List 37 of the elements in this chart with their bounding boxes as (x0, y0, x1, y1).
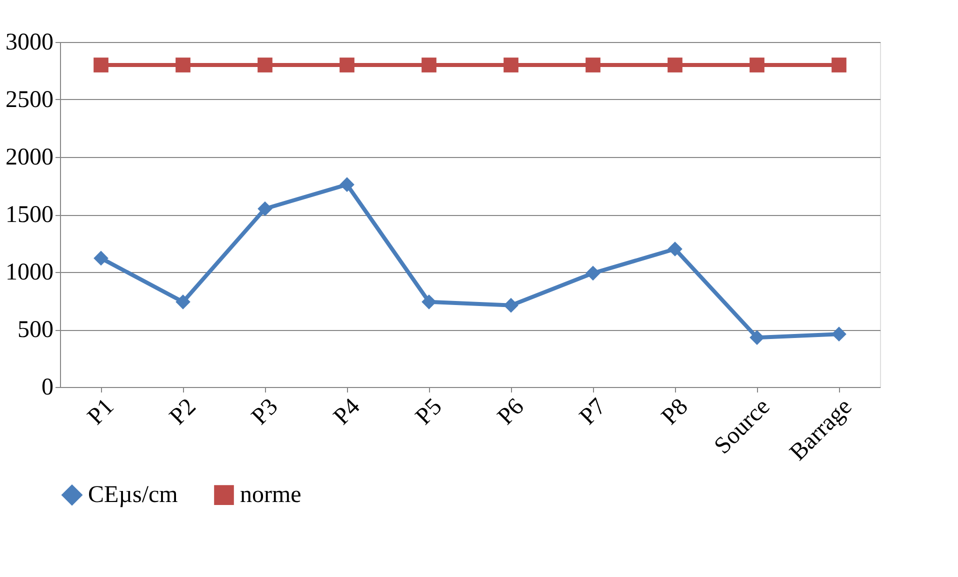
legend-label: CEµs/cm (88, 482, 178, 508)
point (586, 266, 600, 281)
x-tick-label: P6 (492, 394, 530, 430)
point (94, 58, 108, 72)
point (258, 58, 272, 72)
y-tick-label: 3000 (6, 30, 54, 56)
point (750, 330, 764, 345)
x-tick-label: P5 (410, 394, 448, 430)
legend-label: norme (240, 482, 302, 508)
x-tick-label: P7 (574, 394, 612, 430)
y-tick-label: 1500 (6, 202, 54, 228)
point (504, 298, 518, 313)
point (750, 58, 764, 72)
x-tick-label: P4 (328, 394, 366, 430)
y-tick-label: 2500 (6, 87, 54, 113)
point (340, 177, 354, 192)
point (832, 58, 846, 72)
point (668, 58, 682, 72)
x-tick-label: P8 (656, 394, 694, 430)
y-tick-label: 2000 (6, 144, 54, 170)
point (176, 294, 190, 310)
point (586, 58, 600, 72)
point (668, 242, 682, 256)
point (832, 326, 846, 342)
point (176, 58, 190, 72)
point (422, 58, 436, 72)
x-tick-label: P2 (164, 394, 202, 430)
y-tick-label: 500 (18, 317, 54, 343)
point (504, 58, 518, 72)
x-tick-label: P3 (246, 394, 284, 430)
point (422, 294, 436, 310)
y-tick-label: 0 (42, 374, 54, 400)
point (258, 201, 272, 216)
x-tick-label: P1 (82, 394, 120, 430)
y-tick-label: 1000 (6, 260, 54, 286)
point (94, 250, 108, 266)
point (340, 58, 354, 72)
